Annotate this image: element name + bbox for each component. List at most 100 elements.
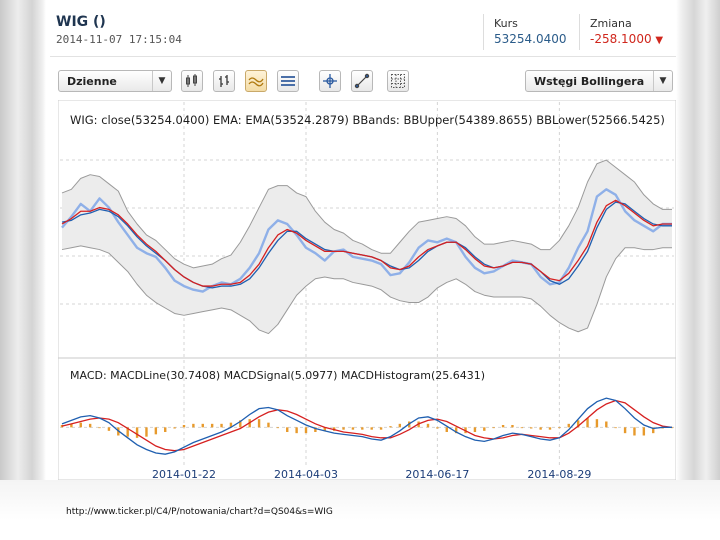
line-chart-icon (248, 77, 264, 87)
chevron-down-icon: ▼ (152, 71, 171, 91)
x-tick-label: 2014-04-03 (274, 468, 338, 480)
histogram-bar (370, 427, 373, 430)
kurs-label: Kurs (494, 17, 518, 30)
candlestick-chart-icon (186, 74, 197, 87)
ohlc-bar-chart-icon (219, 75, 229, 87)
quote-header: WIG () 2014-11-07 17:15:04 Kurs 53254.04… (50, 8, 676, 57)
zmiana-value: -258.1000 (590, 32, 652, 46)
histogram-bar (567, 423, 570, 428)
histogram-bar (107, 427, 111, 431)
draw-line-button[interactable] (351, 70, 373, 92)
histogram-bar (323, 427, 326, 431)
chart-toolbar: Dzienne ▼ Wstęgi Bollingera ▼ (50, 66, 676, 100)
interval-select[interactable]: Dzienne ▼ (58, 70, 172, 92)
histogram-bar (286, 427, 289, 432)
histogram-bar (445, 427, 448, 432)
histogram-bar (257, 419, 261, 428)
histogram-bar (98, 427, 101, 429)
histogram-bar (351, 427, 355, 430)
source-url[interactable]: http://www.ticker.pl/C4/P/notowania/char… (66, 507, 333, 517)
histogram-bar (379, 427, 383, 430)
macd-series-group (61, 397, 673, 455)
histogram-bar (586, 418, 589, 428)
histogram-bar (239, 420, 242, 428)
area-chart-icon (281, 76, 295, 86)
grid-icon (391, 74, 405, 88)
x-axis-ticks: 2014-01-22 2014-04-03 2014-06-17 2014-08-29 (152, 468, 591, 480)
histogram-bar (342, 427, 345, 430)
histogram-bar (398, 423, 402, 428)
crosshair-button[interactable] (319, 70, 341, 92)
area-chart-button[interactable] (277, 70, 299, 92)
histogram-bar (473, 427, 477, 432)
series-line-macdsignal (61, 399, 673, 452)
line-chart-button[interactable] (245, 70, 267, 92)
zmiana-label: Zmiana (590, 17, 632, 30)
x-tick-label: 2014-06-17 (405, 468, 469, 480)
histogram-bar (145, 427, 148, 437)
quote-timestamp: 2014-11-07 17:15:04 (56, 33, 182, 46)
histogram-bar (361, 427, 364, 430)
macd-legend: MACD: MACDLine(30.7408) MACDSignal(5.097… (70, 369, 485, 382)
candlestick-chart-button[interactable] (181, 70, 203, 92)
x-tick-label: 2014-08-29 (527, 468, 591, 480)
indicator-select[interactable]: Wstęgi Bollingera ▼ (525, 70, 673, 92)
bollinger-band-fill (62, 160, 672, 334)
main-series-group (61, 159, 672, 335)
histogram-bar (314, 427, 317, 432)
histogram-bar (60, 425, 64, 428)
histogram-bar (126, 427, 129, 437)
series-line-close (61, 188, 672, 293)
chart-widget: WIG () 2014-11-07 17:15:04 Kurs 53254.04… (50, 8, 676, 480)
histogram-bar (454, 427, 458, 434)
series-line-bblower (61, 245, 672, 335)
header-divider (483, 14, 484, 50)
histogram-bar (135, 427, 139, 438)
histogram-bar (192, 423, 195, 428)
series-line-ema (61, 199, 672, 287)
histogram-bar (426, 423, 430, 428)
histogram-bar (267, 422, 270, 428)
histogram-bar (548, 427, 552, 430)
histogram-bar (164, 427, 167, 432)
histogram-bar (492, 427, 495, 429)
down-triangle-icon: ▼ (655, 35, 664, 46)
histogram-bar (642, 427, 646, 436)
draw-line-icon (354, 73, 370, 89)
chevron-down-icon: ▼ (653, 71, 672, 91)
histogram-bar (520, 427, 524, 429)
histogram-bar (483, 427, 486, 431)
histogram-bar (501, 425, 505, 428)
histogram-bar (276, 427, 280, 429)
histogram-bar (539, 427, 542, 430)
kurs-value: 53254.0400 (494, 32, 567, 46)
series-line-bbupper (61, 159, 672, 269)
grid-toggle-button[interactable] (387, 70, 409, 92)
histogram-bar (614, 427, 617, 429)
histogram-bar (530, 427, 533, 429)
histogram-bar (220, 423, 223, 428)
histogram-bar (304, 427, 308, 434)
histogram-bar (70, 423, 73, 428)
interval-select-value: Dzienne (67, 75, 117, 88)
price-chart[interactable]: WIG: close(53254.0400) EMA: EMA(53524.28… (58, 100, 676, 480)
main-legend: WIG: close(53254.0400) EMA: EMA(53524.28… (70, 113, 665, 127)
histogram-bar (88, 423, 92, 428)
histogram-bar (79, 422, 82, 428)
x-tick-label: 2014-01-22 (152, 468, 216, 480)
ohlc-bar-chart-button[interactable] (213, 70, 235, 92)
header-divider (579, 14, 580, 50)
indicator-select-value: Wstęgi Bollingera (534, 75, 645, 88)
histogram-bar (595, 419, 599, 428)
background-band (0, 480, 720, 540)
instrument-title: WIG () (56, 14, 106, 30)
histogram-bar (210, 423, 214, 428)
histogram-bar (605, 421, 608, 428)
histogram-bar (295, 427, 298, 434)
histogram-bar (182, 425, 186, 428)
histogram-bar (436, 427, 439, 429)
histogram-bar (652, 427, 655, 434)
histogram-bar (389, 426, 392, 428)
histogram-bar (201, 423, 204, 428)
crosshair-icon (323, 74, 337, 88)
